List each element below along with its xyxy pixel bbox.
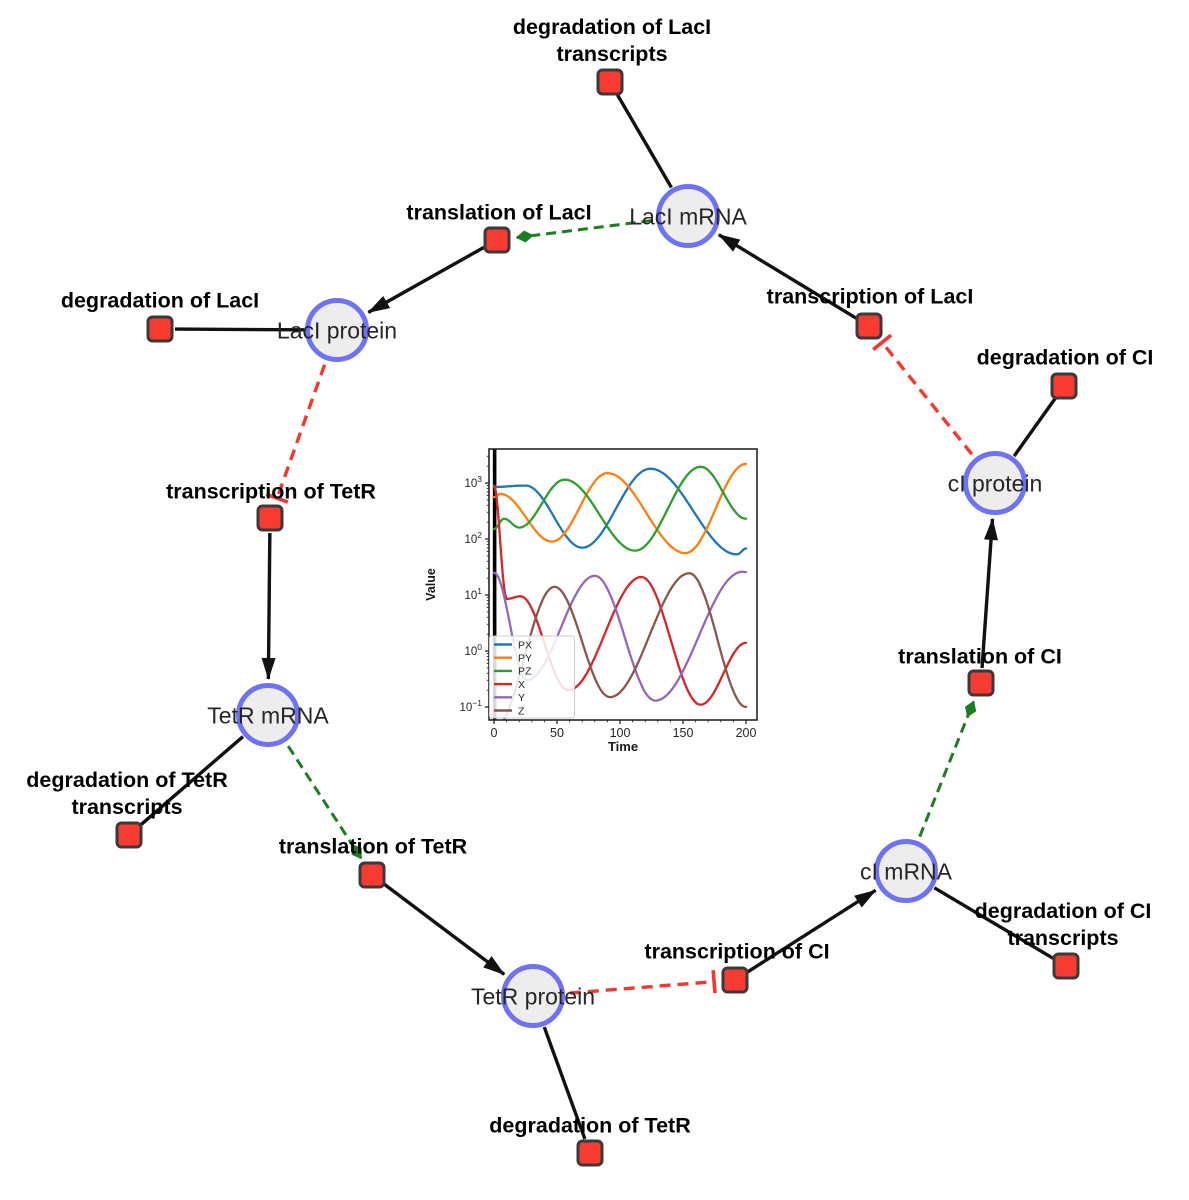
legend-entry-PY: PY xyxy=(518,653,532,665)
reaction-node-deg-laci-transcripts[interactable] xyxy=(596,68,624,96)
edge-consumption-tetr-protein-to-deg-tetr xyxy=(542,1026,587,1140)
edge-production-translation-tetr-to-tetr-protein xyxy=(382,882,506,976)
species-label-laci-mrna: LacI mRNA xyxy=(629,203,747,230)
chart-frame xyxy=(488,448,758,721)
species-label-tetr-protein: TetR protein xyxy=(470,983,596,1010)
species-label-laci-protein: LacI protein xyxy=(276,317,398,344)
edge-consumption-laci-protein-to-deg-laci xyxy=(174,327,305,332)
chart-series-PY xyxy=(492,462,748,555)
species-label-ci-protein: cI protein xyxy=(947,470,1043,497)
reaction-label-deg-laci-transcripts: degradation of LacI transcripts xyxy=(513,14,711,68)
reaction-label-line: degradation of CI xyxy=(976,345,1154,370)
reaction-label-line: transcription of LacI xyxy=(766,284,974,309)
legend-entry-Z: Z xyxy=(518,705,525,717)
reaction-label-line: degradation of CI xyxy=(974,899,1152,923)
chart-series-X xyxy=(492,484,748,706)
edge-inhibition-tetr-protein-to-transcription-ci xyxy=(569,970,717,995)
reaction-label-line: translation of CI xyxy=(898,644,1062,669)
species-node-laci-mrna[interactable] xyxy=(656,184,720,248)
reaction-label-transcription-ci: transcription of CI xyxy=(644,939,829,966)
edge-production-translation-laci-to-laci-protein xyxy=(367,245,485,314)
species-node-tetr-mrna[interactable] xyxy=(236,683,300,747)
reaction-label-line: translation of LacI xyxy=(406,200,592,225)
chart-series-Z xyxy=(502,572,748,720)
x-tick-label: 50 xyxy=(550,726,564,740)
reaction-node-translation-laci[interactable] xyxy=(483,226,511,254)
x-axis-label: Time xyxy=(608,739,638,754)
reaction-label-deg-ci-transcripts: degradation of CI transcripts xyxy=(975,898,1152,952)
edge-consumption-tetr-mrna-to-deg-tetr-transcripts xyxy=(139,735,245,827)
edge-consumption-ci-mrna-to-deg-ci-transcripts xyxy=(933,886,1054,960)
edge-catalysis-laci-mrna-to-translation-laci xyxy=(515,219,652,243)
reaction-label-line: transcription of CI xyxy=(644,939,830,964)
reaction-label-line: transcription of TetR xyxy=(166,479,376,504)
y-tick-label: 10−1 xyxy=(460,698,483,714)
reaction-label-line: transcripts xyxy=(71,795,183,819)
edge-catalysis-tetr-mrna-to-translation-tetr xyxy=(286,745,363,860)
chart-series-PZ xyxy=(492,465,748,552)
x-tick-label: 200 xyxy=(736,726,757,740)
reaction-label-transcription-tetr: transcription of TetR xyxy=(166,479,376,506)
reaction-node-deg-laci[interactable] xyxy=(146,315,174,343)
reaction-label-deg-ci: degradation of CI xyxy=(977,345,1154,372)
reaction-label-line: translation of TetR xyxy=(278,834,468,859)
species-node-laci-protein[interactable] xyxy=(305,298,369,362)
y-tick-label: 100 xyxy=(464,642,482,658)
chart-series-PX xyxy=(492,467,748,556)
legend-entry-Y: Y xyxy=(518,692,525,704)
reaction-label-line: transcripts xyxy=(556,42,668,66)
edge-inhibition-ci-protein-to-transcription-laci xyxy=(872,333,974,456)
legend-entry-PX: PX xyxy=(518,639,532,651)
reaction-label-line: degradation of TetR xyxy=(489,1113,691,1138)
edge-production-transcription-tetr-to-tetr-mrna xyxy=(261,532,276,681)
species-label-ci-mrna: cI mRNA xyxy=(860,858,952,885)
edge-catalysis-ci-mrna-to-translation-ci xyxy=(918,700,977,838)
edge-production-transcription-ci-to-ci-mrna xyxy=(746,888,877,974)
y-tick-label: 103 xyxy=(464,474,482,490)
x-tick-label: 0 xyxy=(491,726,498,740)
y-tick-label: 101 xyxy=(464,586,482,602)
reaction-node-transcription-ci[interactable] xyxy=(721,966,749,994)
edge-inhibition-laci-protein-to-transcription-tetr xyxy=(265,364,327,504)
reaction-node-deg-ci-transcripts[interactable] xyxy=(1052,952,1080,980)
reaction-node-translation-tetr[interactable] xyxy=(358,861,386,889)
reaction-label-line: degradation of LacI xyxy=(512,15,712,39)
legend-entry-PZ: PZ xyxy=(518,666,532,678)
edge-production-transcription-laci-to-laci-mrna xyxy=(717,233,858,320)
species-label-tetr-mrna: TetR mRNA xyxy=(207,702,329,729)
reaction-label-translation-laci: translation of LacI xyxy=(406,200,591,227)
reaction-label-translation-ci: translation of CI xyxy=(898,644,1062,671)
reaction-label-transcription-laci: transcription of LacI xyxy=(767,284,974,311)
reaction-node-transcription-tetr[interactable] xyxy=(256,504,284,532)
species-node-ci-protein[interactable] xyxy=(963,451,1027,515)
reaction-label-line: transcripts xyxy=(1007,926,1119,950)
edge-production-translation-ci-to-ci-protein xyxy=(980,517,999,669)
reaction-label-translation-tetr: translation of TetR xyxy=(279,834,467,861)
reaction-node-translation-ci[interactable] xyxy=(967,669,995,697)
y-tick-label: 102 xyxy=(464,530,482,546)
reaction-label-deg-tetr-transcripts: degradation of TetR transcripts xyxy=(26,767,227,821)
time-series-chart: 0 50 100 150 200 10−1 100 101 102 103 Time Value PX P… xyxy=(425,448,758,754)
reaction-label-deg-laci: degradation of LacI xyxy=(61,288,259,315)
reaction-node-deg-ci[interactable] xyxy=(1050,372,1078,400)
edge-consumption-ci-protein-to-deg-ci xyxy=(1012,397,1057,458)
reaction-node-deg-tetr[interactable] xyxy=(576,1139,604,1167)
reaction-label-line: degradation of TetR xyxy=(26,768,228,792)
species-node-ci-mrna[interactable] xyxy=(874,839,938,903)
species-node-tetr-protein[interactable] xyxy=(501,964,565,1028)
legend-entry-X: X xyxy=(518,679,525,691)
reaction-label-deg-tetr: degradation of TetR xyxy=(489,1113,690,1140)
y-axis-label: Value xyxy=(425,568,438,601)
x-tick-label: 100 xyxy=(610,726,631,740)
x-tick-label: 150 xyxy=(673,726,694,740)
reaction-node-transcription-laci[interactable] xyxy=(855,312,883,340)
edge-consumption-laci-mrna-to-deg-laci-transcripts xyxy=(616,94,673,189)
reaction-node-deg-tetr-transcripts[interactable] xyxy=(115,821,143,849)
reaction-label-line: degradation of LacI xyxy=(60,288,260,313)
